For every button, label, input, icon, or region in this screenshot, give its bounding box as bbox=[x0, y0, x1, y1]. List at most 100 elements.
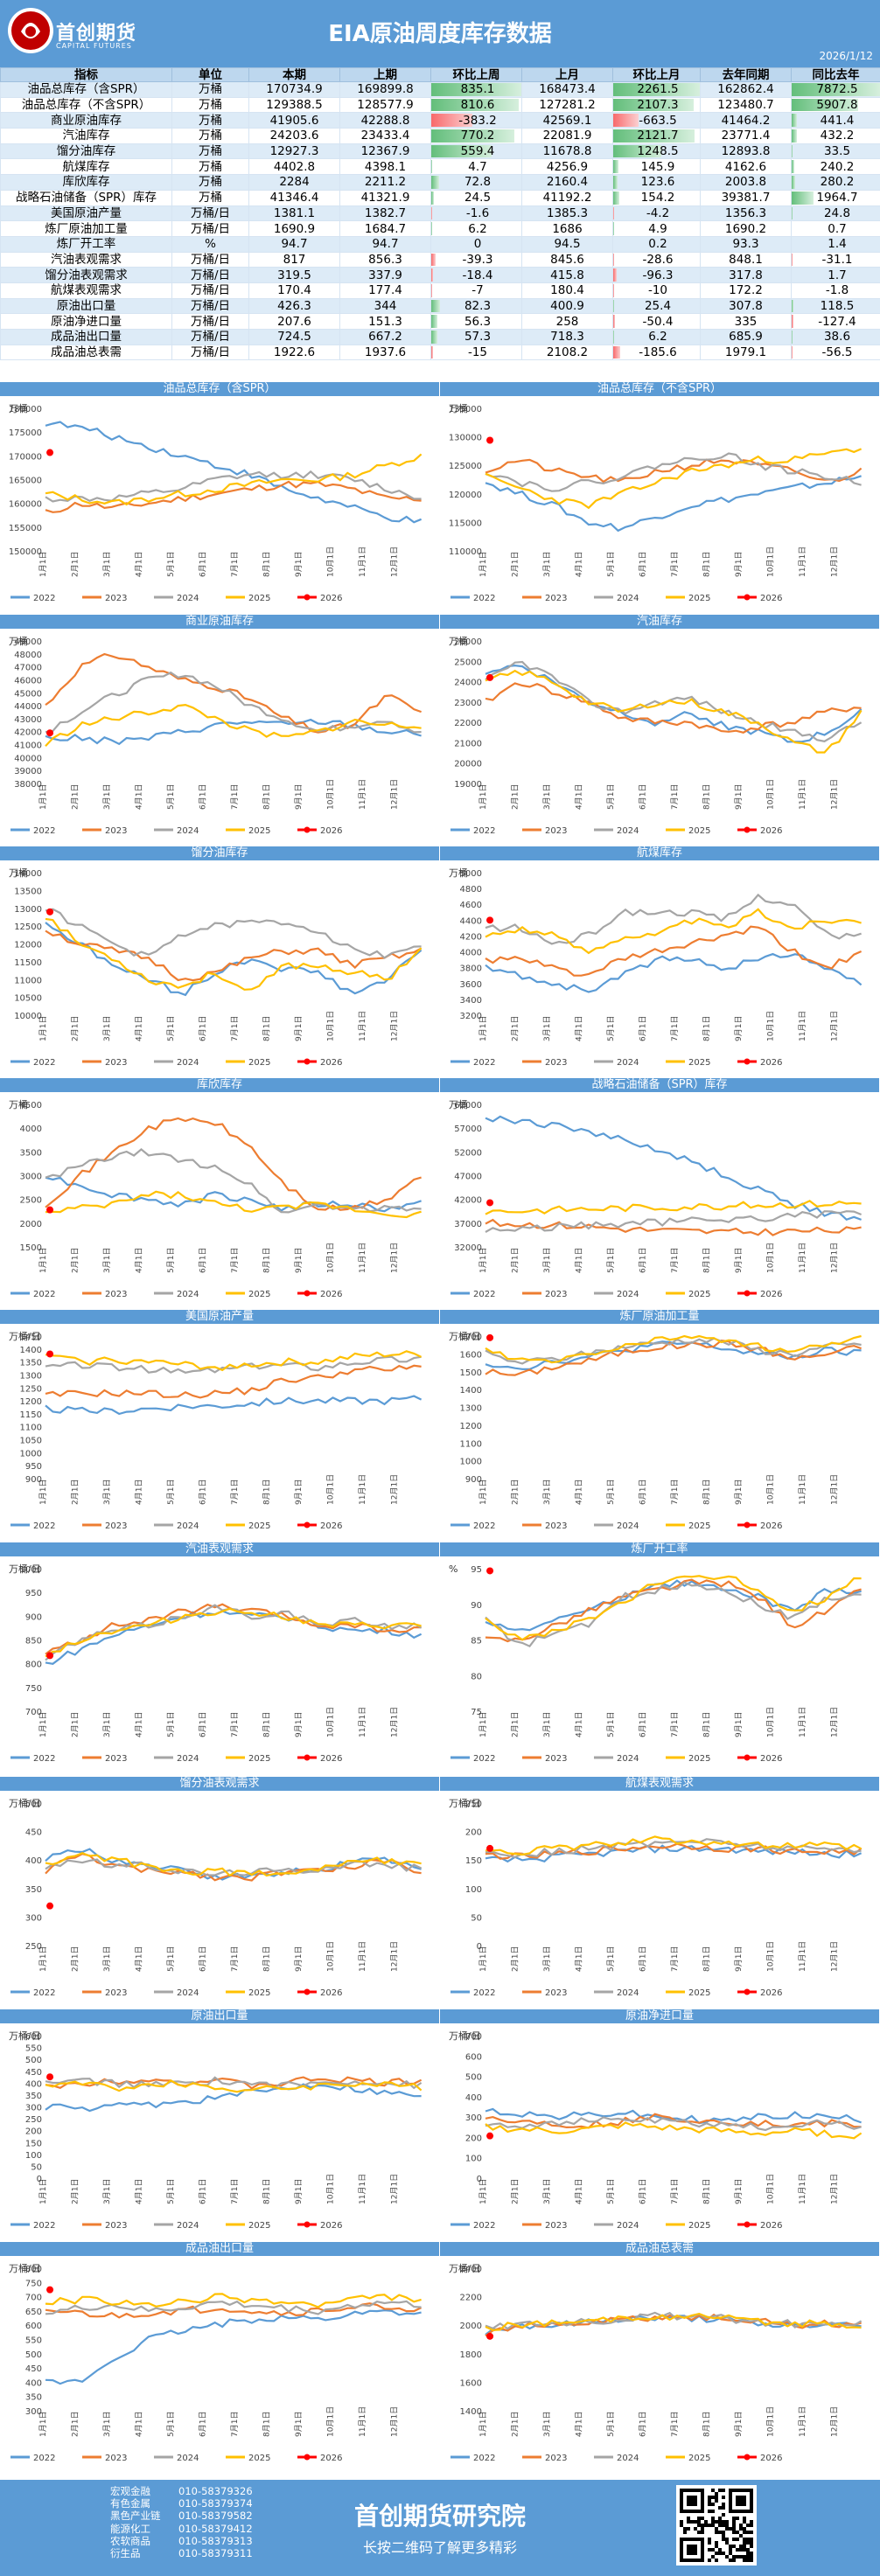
legend-label: 2022 bbox=[33, 594, 55, 603]
cell-current: 24203.6 bbox=[248, 128, 340, 144]
x-tick-label: 11月1日 bbox=[358, 2174, 367, 2204]
x-tick-label: 8月1日 bbox=[262, 1016, 272, 1041]
x-tick-label: 9月1日 bbox=[294, 2179, 304, 2204]
cell-last-month: 22081.9 bbox=[521, 128, 613, 144]
y-tick-label: 500 bbox=[25, 1800, 42, 1809]
x-tick-label: 11月1日 bbox=[358, 1243, 367, 1273]
x-tick-label: 4月1日 bbox=[575, 1479, 584, 1505]
qr-code-icon[interactable] bbox=[676, 2485, 757, 2566]
y-tick-label: 13500 bbox=[14, 887, 42, 896]
y-tick-label: 13000 bbox=[14, 905, 42, 915]
y-tick-label: 350 bbox=[25, 1885, 42, 1895]
legend-label: 2024 bbox=[177, 594, 199, 603]
x-tick-label: 10月1日 bbox=[326, 547, 336, 577]
x-tick-label: 9月1日 bbox=[294, 1946, 304, 1972]
legend-label: 2023 bbox=[105, 1988, 127, 1998]
cell-wow: -18.4 bbox=[430, 267, 522, 283]
y-tick-label: 500 bbox=[25, 2350, 42, 2360]
cell-current: 724.5 bbox=[248, 329, 340, 345]
y-tick-label: 1400 bbox=[460, 1386, 482, 1396]
table-row: 美国原油产量 万桶/日 1381.1 1382.7 -1.6 1385.3 -4.2 1356… bbox=[0, 205, 880, 222]
x-tick-label: 6月1日 bbox=[199, 552, 208, 577]
legend-label: 2026 bbox=[760, 2221, 782, 2231]
series-2025-line bbox=[485, 669, 863, 754]
cell-last-month: 127281.2 bbox=[521, 96, 613, 114]
series-2024-line bbox=[45, 470, 422, 503]
y-tick-label: 47000 bbox=[14, 664, 42, 673]
header-last-month: 上月 bbox=[521, 67, 613, 82]
cell-current: 426.3 bbox=[248, 297, 340, 315]
x-tick-label: 5月1日 bbox=[166, 1248, 176, 1273]
series-2026-point bbox=[46, 2073, 54, 2081]
cell-unit: % bbox=[171, 235, 249, 253]
line-chart: 万桶/日 700 750 800 850 900 950 1000 1月1日 2月1日 3月1日 4月… bbox=[0, 1556, 439, 1765]
y-tick-label: 12000 bbox=[14, 941, 42, 950]
x-tick-label: 1月1日 bbox=[38, 1016, 48, 1041]
cell-previous: 94.7 bbox=[339, 235, 431, 253]
y-tick-label: 350 bbox=[25, 2393, 42, 2403]
chart-title: 原油净进口量 bbox=[440, 2009, 879, 2023]
series-2026-point bbox=[46, 2286, 54, 2294]
cell-last-month: 258 bbox=[521, 313, 613, 330]
series-2024-line bbox=[45, 1147, 422, 1214]
x-tick-label: 4月1日 bbox=[135, 552, 144, 577]
cell-last-year: 335 bbox=[700, 313, 792, 330]
legend-marker bbox=[744, 2454, 751, 2461]
series-2024-line bbox=[45, 2300, 422, 2315]
cell-last-year: 1690.2 bbox=[700, 220, 792, 237]
x-tick-label: 12月1日 bbox=[390, 1941, 400, 1972]
x-tick-label: 8月1日 bbox=[262, 2179, 272, 2204]
x-tick-label: 3月1日 bbox=[542, 2412, 552, 2437]
y-tick-label: 450 bbox=[25, 2068, 42, 2078]
chart-title: 馏分油库存 bbox=[0, 846, 439, 860]
cell-previous: 4398.1 bbox=[339, 158, 431, 176]
data-bar bbox=[431, 160, 432, 174]
series-2026-point bbox=[486, 2332, 494, 2340]
data-bar bbox=[792, 176, 795, 189]
series-2026-point bbox=[46, 449, 54, 456]
cell-current: 41346.4 bbox=[248, 189, 340, 206]
x-tick-label: 5月1日 bbox=[606, 1479, 616, 1505]
header-current: 本期 bbox=[248, 67, 340, 82]
cell-unit: 万桶 bbox=[171, 81, 249, 98]
data-bar bbox=[792, 299, 793, 313]
cell-mom: 25.4 bbox=[612, 297, 701, 315]
x-tick-label: 1月1日 bbox=[38, 2412, 48, 2437]
x-tick-label: 2月1日 bbox=[511, 1248, 520, 1273]
x-tick-label: 3月1日 bbox=[102, 784, 112, 810]
data-bar bbox=[613, 129, 695, 143]
y-tick-label: 42000 bbox=[454, 1196, 482, 1206]
x-tick-label: 12月1日 bbox=[390, 1243, 400, 1273]
x-tick-label: 2月1日 bbox=[71, 2179, 80, 2204]
data-bar bbox=[431, 191, 435, 205]
legend-label: 2023 bbox=[545, 1754, 567, 1764]
x-tick-label: 6月1日 bbox=[199, 784, 208, 810]
cell-last-month: 180.4 bbox=[521, 282, 613, 299]
series-2026-point bbox=[46, 1350, 54, 1358]
x-tick-label: 9月1日 bbox=[734, 552, 744, 577]
legend-marker bbox=[304, 594, 311, 601]
x-tick-label: 3月1日 bbox=[102, 2179, 112, 2204]
series-2025-line bbox=[45, 2293, 422, 2308]
table-row: 库欣库存 万桶 2284 2211.2 72.8 2160.4 123.6 2003.8 280… bbox=[0, 174, 880, 191]
unit-label: 万桶 bbox=[449, 635, 468, 647]
x-tick-label: 2月1日 bbox=[511, 1016, 520, 1041]
x-tick-label: 9月1日 bbox=[734, 1016, 744, 1041]
x-tick-label: 7月1日 bbox=[230, 1248, 240, 1273]
x-tick-label: 9月1日 bbox=[734, 1479, 744, 1505]
series-2026-point bbox=[46, 1206, 54, 1214]
x-tick-label: 10月1日 bbox=[326, 2406, 336, 2437]
legend-label: 2025 bbox=[688, 1754, 710, 1764]
x-tick-label: 11月1日 bbox=[798, 1474, 807, 1505]
y-tick-label: 600 bbox=[25, 2032, 42, 2042]
chart-title: 航煤表观需求 bbox=[440, 1777, 879, 1791]
x-tick-label: 8月1日 bbox=[262, 1248, 272, 1273]
y-tick-label: 39000 bbox=[14, 767, 42, 776]
cell-last-year: 12893.8 bbox=[700, 143, 792, 160]
table-row: 战略石油储备（SPR）库存 万桶 41346.4 41321.9 24.5 41192.2… bbox=[0, 189, 880, 206]
x-tick-label: 10月1日 bbox=[766, 779, 776, 810]
cell-mom: 123.6 bbox=[612, 174, 701, 191]
y-tick-label: 1500 bbox=[20, 1243, 42, 1253]
cell-wow: 559.4 bbox=[430, 143, 522, 160]
legend-label: 2026 bbox=[760, 1988, 782, 1998]
